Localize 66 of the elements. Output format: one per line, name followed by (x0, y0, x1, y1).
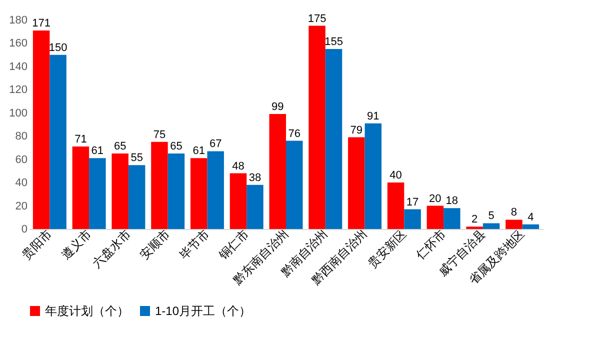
data-label: 75 (153, 128, 166, 141)
legend-label: 1-10月开工（个） (155, 304, 252, 318)
y-tick-label: 0 (21, 224, 28, 236)
data-label: 40 (390, 170, 402, 182)
data-label: 67 (209, 138, 222, 150)
data-label: 76 (288, 128, 300, 140)
data-label: 4 (528, 211, 534, 224)
bar (348, 137, 365, 229)
bar (168, 154, 185, 229)
data-label: 71 (74, 134, 87, 146)
data-label: 155 (324, 36, 343, 48)
bar (506, 220, 522, 229)
data-label: 20 (429, 192, 442, 205)
y-tick-label: 20 (15, 200, 28, 212)
y-tick-label: 140 (9, 60, 28, 73)
bar (387, 182, 404, 229)
bar (404, 209, 421, 229)
bar (522, 224, 540, 229)
bar (286, 140, 303, 229)
data-label: 65 (114, 140, 126, 153)
bar (89, 158, 106, 229)
x-tick-label: 铜仁市 (216, 226, 252, 263)
x-tick-label: 安顺市 (137, 226, 173, 262)
bar (364, 123, 382, 229)
bar (230, 173, 247, 229)
data-label: 48 (232, 160, 244, 172)
data-label: 8 (510, 206, 518, 219)
y-tick-label: 40 (15, 177, 28, 190)
y-tick-label: 180 (9, 14, 28, 26)
data-label: 38 (248, 172, 262, 184)
y-tick-label: 160 (9, 38, 28, 50)
y-tick-label: 80 (15, 130, 28, 143)
data-label: 65 (170, 140, 182, 153)
data-label: 175 (308, 12, 326, 25)
data-label: 61 (192, 145, 205, 158)
bar (246, 184, 264, 229)
data-label: 79 (350, 124, 363, 136)
data-label: 5 (488, 210, 494, 222)
x-tick-label: 毕节市 (176, 226, 212, 262)
bar (190, 158, 208, 229)
bar (72, 146, 90, 229)
bar (32, 30, 50, 229)
bar (207, 151, 224, 229)
y-tick-label: 120 (9, 84, 28, 96)
data-label: 18 (446, 195, 458, 208)
bar (50, 54, 66, 229)
y-tick-label: 100 (9, 107, 28, 120)
bar (128, 165, 146, 229)
data-label: 55 (130, 152, 143, 164)
bar (112, 154, 128, 229)
bar (151, 142, 168, 229)
bar (308, 26, 326, 229)
data-label: 2 (472, 214, 478, 226)
y-tick-label: 60 (15, 154, 28, 166)
data-label: 99 (272, 101, 284, 114)
data-label: 17 (406, 196, 419, 208)
data-label: 171 (32, 17, 50, 30)
data-label: 61 (91, 145, 104, 158)
bar (444, 208, 460, 229)
legend-label: 年度计划（个） (45, 304, 129, 318)
bar (426, 206, 444, 229)
bar (482, 223, 500, 229)
data-label: 91 (367, 110, 380, 122)
bar (325, 49, 342, 229)
data-label: 150 (48, 42, 68, 54)
bar (269, 114, 286, 229)
